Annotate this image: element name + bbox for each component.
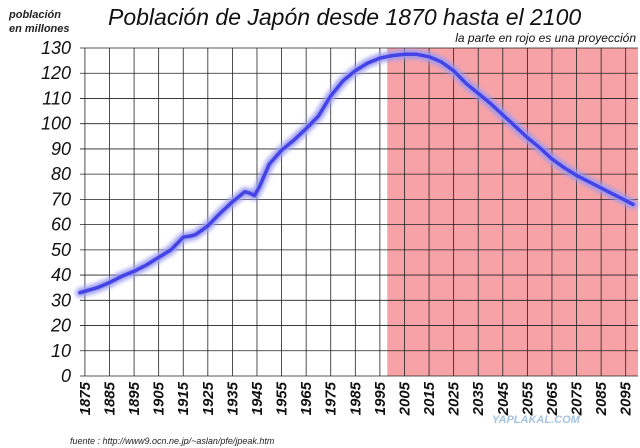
data-point — [403, 53, 406, 56]
data-point — [305, 127, 308, 130]
y-tick-label: 120 — [41, 63, 71, 83]
x-tick-label: 1895 — [126, 381, 143, 415]
data-point — [464, 82, 467, 85]
x-tick-label: 2095 — [618, 381, 635, 416]
data-point — [317, 115, 320, 118]
data-point — [132, 270, 135, 273]
data-point — [631, 203, 634, 206]
x-tick-label: 1975 — [323, 381, 340, 415]
data-point — [145, 263, 148, 266]
x-tick-label: 2065 — [544, 381, 561, 416]
data-point — [538, 146, 541, 149]
x-tick-label: 1885 — [101, 381, 118, 415]
data-point — [248, 191, 251, 194]
x-tick-label: 2055 — [519, 381, 536, 416]
x-tick-label: 1965 — [298, 381, 315, 415]
data-point — [501, 113, 504, 116]
data-point — [587, 180, 590, 183]
data-point — [354, 69, 357, 72]
data-point — [415, 53, 418, 56]
y-tick-label: 50 — [51, 240, 71, 260]
data-point — [280, 149, 283, 152]
y-tick-label: 100 — [41, 114, 71, 134]
y-tick-label: 40 — [51, 265, 71, 285]
data-point — [219, 212, 222, 215]
x-tick-label: 2025 — [446, 381, 463, 416]
data-point — [391, 54, 394, 57]
y-axis-label-line2: en millones — [9, 23, 70, 35]
data-point — [440, 60, 443, 63]
data-point — [452, 69, 455, 72]
data-point — [366, 62, 369, 65]
data-point — [253, 194, 256, 197]
x-tick-label: 2075 — [569, 381, 586, 416]
x-tick-labels: 1875 1885 1895 1905 1915 1925 1935 1945 1955 1965… — [77, 381, 635, 416]
population-line — [78, 52, 635, 295]
data-point — [600, 186, 603, 189]
y-tick-label: 110 — [42, 88, 71, 108]
data-point — [194, 233, 197, 236]
data-point — [513, 125, 516, 128]
data-point — [329, 94, 332, 97]
y-tick-label: 60 — [51, 215, 71, 235]
y-tick-label: 0 — [61, 366, 71, 386]
y-tick-label: 90 — [51, 139, 71, 159]
x-tick-label: 2005 — [396, 381, 413, 416]
data-point — [258, 185, 261, 188]
data-point — [612, 193, 615, 196]
data-point — [231, 200, 234, 203]
data-point — [120, 275, 123, 278]
x-tick-label: 2085 — [593, 381, 610, 416]
data-point — [341, 79, 344, 82]
y-tick-label: 130 — [41, 38, 71, 58]
source-note: fuente : http://www9.ocn.ne.jp/~aslan/pf… — [70, 436, 275, 446]
data-point — [550, 157, 553, 160]
y-tick-label: 20 — [50, 316, 71, 336]
data-point — [189, 234, 192, 237]
data-point — [206, 224, 209, 227]
data-point — [489, 102, 492, 105]
x-tick-label: 1995 — [372, 381, 389, 415]
y-axis-label-line1: población — [8, 9, 61, 21]
x-tick-label: 1985 — [347, 381, 364, 415]
x-tick-label: 2035 — [470, 381, 487, 416]
data-point — [427, 55, 430, 58]
y-tick-label: 80 — [51, 164, 71, 184]
data-point — [624, 199, 627, 202]
data-point — [526, 136, 529, 139]
y-tick-label: 30 — [51, 290, 71, 310]
y-tick-label: 70 — [51, 189, 71, 209]
y-tick-label: 10 — [51, 341, 71, 361]
data-point — [96, 286, 99, 289]
data-point — [169, 248, 172, 251]
x-tick-label: 2015 — [421, 381, 438, 416]
x-tick-label: 1905 — [151, 381, 168, 415]
data-point — [575, 174, 578, 177]
data-point — [182, 236, 185, 239]
x-tick-label: 1875 — [77, 381, 94, 415]
y-tick-labels: 0 10 20 30 40 50 60 70 80 90 100 110 120 130 — [41, 38, 71, 386]
data-point — [243, 190, 246, 193]
data-point — [563, 166, 566, 169]
data-point — [268, 162, 271, 165]
data-point — [78, 291, 81, 294]
x-tick-label: 1945 — [249, 381, 266, 415]
chart-subtitle: la parte en rojo es una proyección — [455, 31, 636, 45]
x-tick-label: 1935 — [224, 381, 241, 415]
data-point — [378, 56, 381, 59]
data-point — [292, 138, 295, 141]
x-tick-label: 1925 — [200, 381, 217, 415]
x-tick-label: 2045 — [495, 381, 512, 416]
watermark: YAPLAKAL.COM — [492, 414, 581, 426]
data-point — [477, 92, 480, 95]
projection-region — [387, 48, 638, 376]
x-tick-label: 1915 — [175, 381, 192, 415]
data-point — [157, 256, 160, 259]
data-point — [108, 281, 111, 284]
data-point — [177, 241, 180, 244]
chart-title: Población de Japón desde 1870 hasta el 2… — [108, 4, 581, 30]
x-tick-label: 1955 — [274, 381, 291, 415]
